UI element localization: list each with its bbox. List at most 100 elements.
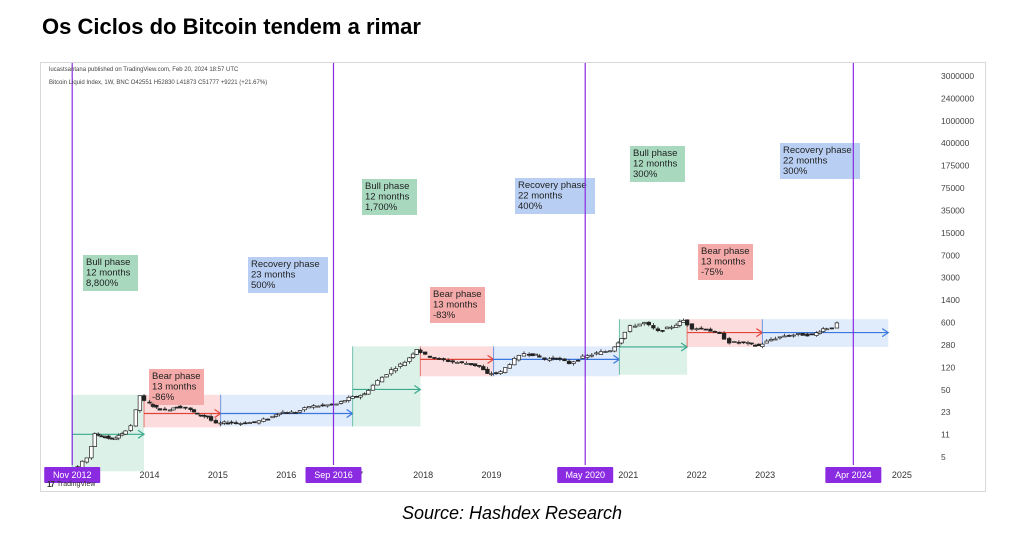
y-tick-label: 50 — [941, 385, 951, 395]
candle-body — [651, 325, 656, 329]
phase-label-bg — [430, 287, 485, 323]
candle-body — [366, 390, 371, 395]
phase-box-bull — [72, 394, 145, 472]
candle-body — [503, 367, 508, 373]
phase-label-bg — [780, 143, 860, 179]
candle-body — [205, 415, 210, 418]
candle-body — [749, 342, 754, 345]
candle-body — [741, 341, 746, 344]
candle-body — [183, 406, 188, 409]
page-title: Os Ciclos do Bitcoin tendem a rimar — [42, 14, 421, 39]
candle-body — [222, 421, 227, 424]
candle-body — [796, 333, 801, 335]
candle-body — [824, 328, 829, 331]
candle-body — [410, 353, 416, 358]
candle-body — [664, 326, 670, 330]
x-tick-label: 2016 — [276, 470, 296, 480]
phase-label-bg — [698, 244, 753, 280]
candle-body — [450, 360, 455, 363]
candle-body — [225, 422, 231, 425]
candle-body — [398, 363, 403, 367]
chart-svg: 3000000 2400000 1000000 400000 175000 75000 35… — [44, 63, 974, 483]
phase-label-bg — [149, 369, 204, 405]
candle-body — [681, 319, 686, 323]
candle-body — [603, 351, 608, 353]
candle-body — [218, 422, 223, 425]
phase-label-line: -86% — [152, 392, 175, 403]
candle-body — [233, 422, 239, 424]
candle-body — [507, 364, 512, 369]
candle-body — [418, 349, 423, 353]
candle-body — [133, 409, 138, 427]
candle-body — [106, 435, 111, 439]
phase-label-line: 12 months — [633, 159, 678, 170]
candle-body — [622, 331, 628, 339]
candle-body — [89, 445, 94, 459]
candle-body — [612, 346, 617, 352]
candle-body — [493, 372, 499, 375]
y-tick-label: 1000000 — [941, 116, 974, 126]
phase-label-line: 12 months — [86, 268, 131, 279]
candle-body — [554, 357, 559, 360]
candle-body — [370, 384, 376, 391]
candle-body — [325, 404, 330, 407]
candle-body — [338, 401, 344, 404]
y-tick-label: 11 — [941, 430, 950, 440]
y-tick-label: 120 — [941, 362, 955, 372]
candle-body — [637, 323, 642, 327]
candle-body — [423, 351, 428, 355]
candle-body — [128, 425, 133, 431]
y-tick-label: 23 — [941, 407, 951, 417]
y-tick-label: 3000000 — [941, 71, 974, 81]
phase-label-line: 8,800% — [86, 278, 119, 289]
candle-body — [178, 405, 183, 409]
candle-body — [157, 408, 162, 411]
phase-label-line: -75% — [701, 267, 724, 278]
candle-body — [154, 405, 159, 408]
candle-body — [393, 368, 398, 372]
phase-label-line: Recovery phase — [518, 180, 587, 191]
x-tick-label: 2021 — [618, 470, 638, 480]
candle-body — [280, 411, 286, 414]
candle-body — [256, 420, 262, 424]
candle-body — [800, 332, 805, 336]
marker-label-text: Nov 2012 — [53, 470, 92, 480]
tradingview-logo-icon: 17 — [47, 480, 55, 489]
y-tick-label: 400000 — [941, 138, 970, 148]
candle-body — [689, 323, 695, 330]
candle-body — [174, 406, 180, 409]
candle-body — [265, 418, 271, 421]
y-tick-label: 7000 — [941, 250, 960, 260]
candle-body — [472, 363, 478, 367]
candle-body — [311, 405, 316, 408]
tradingview-brand: 17 TradingView — [47, 480, 95, 489]
y-tick-label: 600 — [941, 318, 955, 328]
candle-body — [589, 354, 594, 357]
phase-arrowhead-bull — [414, 384, 422, 394]
candle-body — [756, 343, 761, 346]
candle-body — [306, 406, 312, 409]
candle-body — [99, 435, 104, 438]
candle-body — [817, 331, 822, 334]
candle-body — [427, 355, 433, 358]
marker-label-text: May 2020 — [565, 470, 605, 480]
candle-body — [571, 361, 576, 364]
candle-body — [768, 339, 774, 342]
candle-body — [92, 433, 97, 447]
phase-label-bg — [630, 146, 685, 182]
candle-body — [512, 357, 517, 366]
phase-label-line: Bull phase — [633, 148, 677, 159]
candle-body — [109, 437, 115, 440]
candle-body — [542, 357, 547, 360]
y-tick-label: 15000 — [941, 228, 965, 238]
candle-body — [247, 422, 252, 424]
candle-body — [198, 414, 203, 417]
candle-body — [123, 430, 128, 435]
candle-body — [669, 326, 674, 329]
phase-label-line: 22 months — [518, 191, 563, 202]
y-tick-label: 175000 — [941, 161, 970, 171]
